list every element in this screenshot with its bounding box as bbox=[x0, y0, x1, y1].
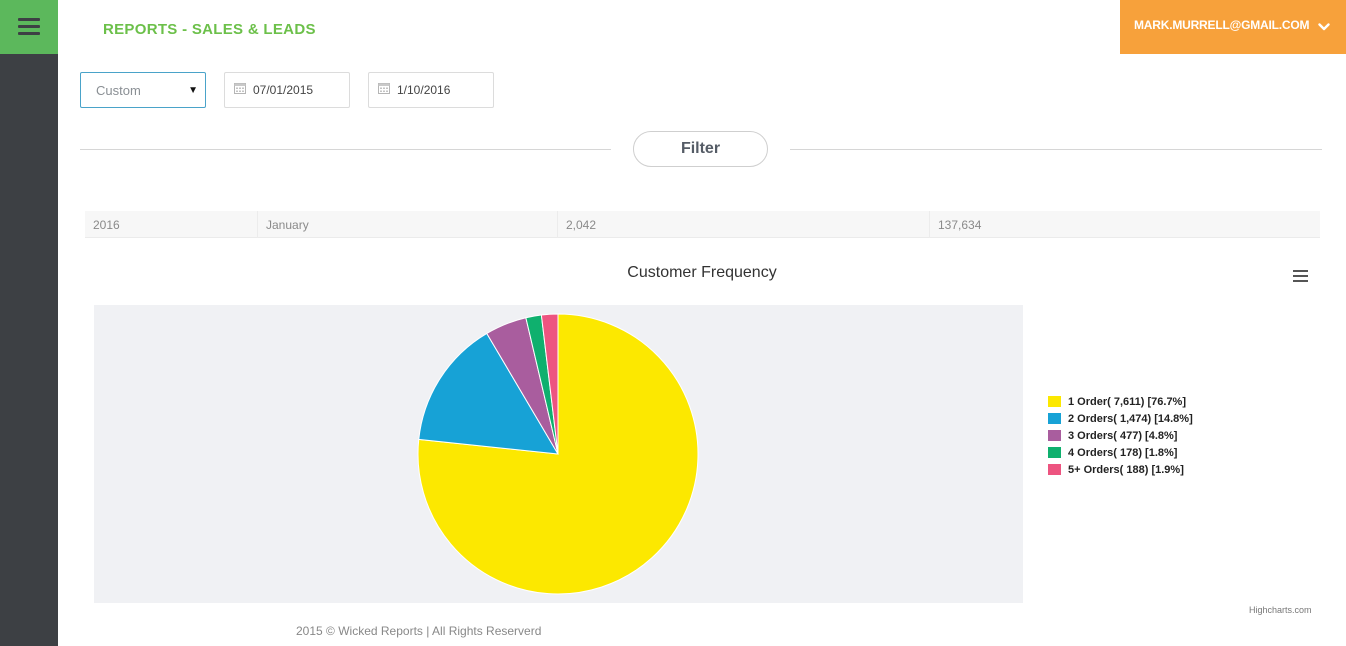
legend-label: 3 Orders( 477) [4.8%] bbox=[1068, 429, 1178, 442]
footer-text: 2015 © Wicked Reports | All Rights Reser… bbox=[296, 624, 542, 638]
page-title: REPORTS - SALES & LEADS bbox=[103, 21, 316, 38]
sidebar bbox=[0, 0, 58, 646]
pie-slice-5[interactable] bbox=[540, 313, 559, 455]
legend-swatch bbox=[1048, 396, 1061, 407]
hamburger-menu-icon[interactable] bbox=[1293, 270, 1309, 284]
user-email: MARK.MURRELL@GMAIL.COM bbox=[1134, 18, 1310, 32]
caret-down-icon: ▼ bbox=[188, 85, 198, 96]
legend-swatch bbox=[1048, 464, 1061, 475]
hamburger-icon bbox=[18, 18, 40, 36]
divider-left bbox=[80, 149, 611, 150]
date-range-value: Custom bbox=[96, 82, 141, 98]
legend-label: 4 Orders( 178) [1.8%] bbox=[1068, 446, 1178, 459]
chart-plot-area bbox=[94, 305, 1023, 603]
divider-right bbox=[790, 149, 1322, 150]
summary-count: 2,042 bbox=[557, 211, 929, 238]
legend-swatch bbox=[1048, 447, 1061, 458]
pie-slice-2[interactable] bbox=[418, 332, 559, 455]
end-date-input[interactable]: 1/10/2016 bbox=[368, 72, 494, 108]
summary-month: January bbox=[257, 211, 557, 238]
chart-credits[interactable]: Highcharts.com bbox=[1249, 605, 1312, 615]
chevron-down-icon bbox=[1318, 23, 1330, 31]
pie-chart bbox=[417, 313, 699, 595]
start-date-input[interactable]: 07/01/2015 bbox=[224, 72, 350, 108]
calendar-icon bbox=[378, 83, 390, 94]
legend-item-2[interactable]: 2 Orders( 1,474) [14.8%] bbox=[1048, 410, 1193, 427]
end-date-value: 1/10/2016 bbox=[397, 83, 451, 97]
summary-row: 2016 January 2,042 137,634 bbox=[85, 211, 1320, 238]
legend-item-5[interactable]: 5+ Orders( 188) [1.9%] bbox=[1048, 461, 1193, 478]
legend-label: 1 Order( 7,611) [76.7%] bbox=[1068, 395, 1187, 408]
start-date-value: 07/01/2015 bbox=[253, 83, 314, 97]
summary-total: 137,634 bbox=[929, 211, 1320, 238]
legend-label: 2 Orders( 1,474) [14.8%] bbox=[1068, 412, 1193, 425]
chart-legend: 1 Order( 7,611) [76.7%] 2 Orders( 1,474) … bbox=[1048, 393, 1193, 478]
chart-title: Customer Frequency bbox=[627, 264, 777, 281]
legend-item-4[interactable]: 4 Orders( 178) [1.8%] bbox=[1048, 444, 1193, 461]
menu-toggle-button[interactable] bbox=[0, 0, 58, 54]
legend-label: 5+ Orders( 188) [1.9%] bbox=[1068, 463, 1184, 476]
legend-item-3[interactable]: 3 Orders( 477) [4.8%] bbox=[1048, 427, 1193, 444]
legend-swatch bbox=[1048, 413, 1061, 424]
legend-swatch bbox=[1048, 430, 1061, 441]
filter-button[interactable]: Filter bbox=[633, 131, 768, 167]
user-menu[interactable]: MARK.MURRELL@GMAIL.COM bbox=[1120, 0, 1346, 54]
summary-year: 2016 bbox=[93, 217, 120, 232]
legend-item-1[interactable]: 1 Order( 7,611) [76.7%] bbox=[1048, 393, 1193, 410]
calendar-icon bbox=[234, 83, 246, 94]
date-range-select[interactable]: Custom ▼ bbox=[80, 72, 206, 108]
